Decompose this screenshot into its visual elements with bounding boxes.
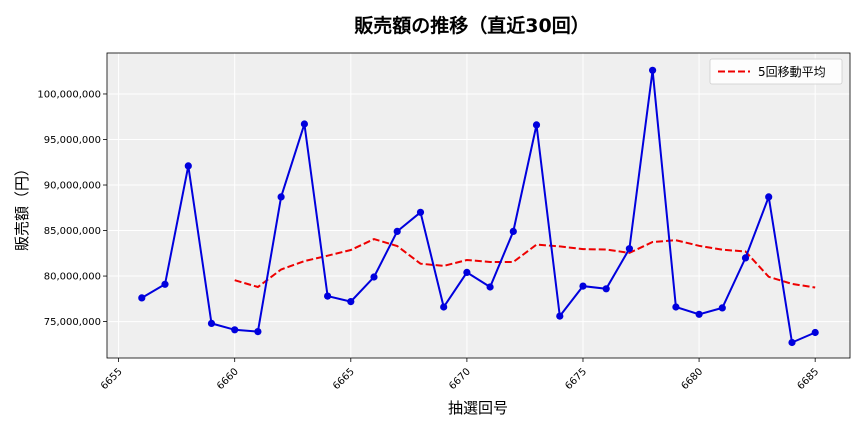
sales-point [347,298,355,306]
sales-point [324,292,332,300]
y-tick-label: 80,000,000 [44,272,101,283]
legend-box [709,58,843,85]
y-axis-ticks: 75,000,000 80,000,000 85,000,000 90,000,000… [37,89,107,328]
y-tick-label: 95,000,000 [44,135,101,146]
y-tick-label: 90,000,000 [44,181,101,192]
x-axis-label: 抽選回号 [448,399,508,417]
sales-point [184,162,192,170]
sales-series [138,66,819,347]
sales-point [649,66,657,74]
sales-point [138,294,146,302]
sales-point [625,245,634,253]
sales-point [486,283,494,291]
moving-average-series [234,238,816,289]
y-tick-label: 100,000,000 [37,89,101,100]
sales-point [695,310,703,318]
sales-point [602,285,610,293]
y-tick-label: 75,000,000 [44,317,101,328]
sales-point [788,338,796,347]
legend: 5回移動平均 [709,58,843,85]
sales-line [141,70,816,344]
sales-point [718,304,726,312]
sales-point [811,328,819,337]
y-tick-label: 85,000,000 [44,226,101,237]
sales-point [277,193,285,201]
sales-point [416,208,425,216]
legend-label-moving-average: 5回移動平均 [758,65,826,79]
sales-point [231,326,239,334]
x-tick-label: 6655 [99,366,125,392]
grid-lines [107,53,850,358]
sales-point [463,268,471,276]
sales-point [370,273,378,281]
sales-point [741,254,750,262]
x-tick-label: 6680 [679,366,705,392]
x-tick-label: 6660 [215,366,241,392]
x-tick-label: 6665 [331,366,357,392]
sales-point [207,319,216,327]
x-tick-label: 6670 [447,366,473,392]
sales-point [300,120,308,128]
sales-point [440,303,448,311]
sales-point [579,282,587,290]
x-tick-label: 6675 [563,366,589,392]
sales-point [161,280,169,288]
sales-point [556,312,564,320]
sales-point [765,193,773,201]
plot-frame [106,52,851,359]
plot-area [107,53,850,358]
x-tick-label: 6685 [796,366,822,392]
moving-average-line [234,238,816,289]
y-axis-label: 販売額（円） [13,161,31,251]
sales-point [254,328,262,336]
sales-point [532,121,541,129]
sales-point [393,227,401,235]
x-axis-ticks: 6655 6660 6665 6670 6675 6680 6685 [99,358,821,392]
sales-point [672,303,680,311]
chart-title: 販売額の推移（直近30回） [354,14,589,37]
sales-point [509,227,517,235]
